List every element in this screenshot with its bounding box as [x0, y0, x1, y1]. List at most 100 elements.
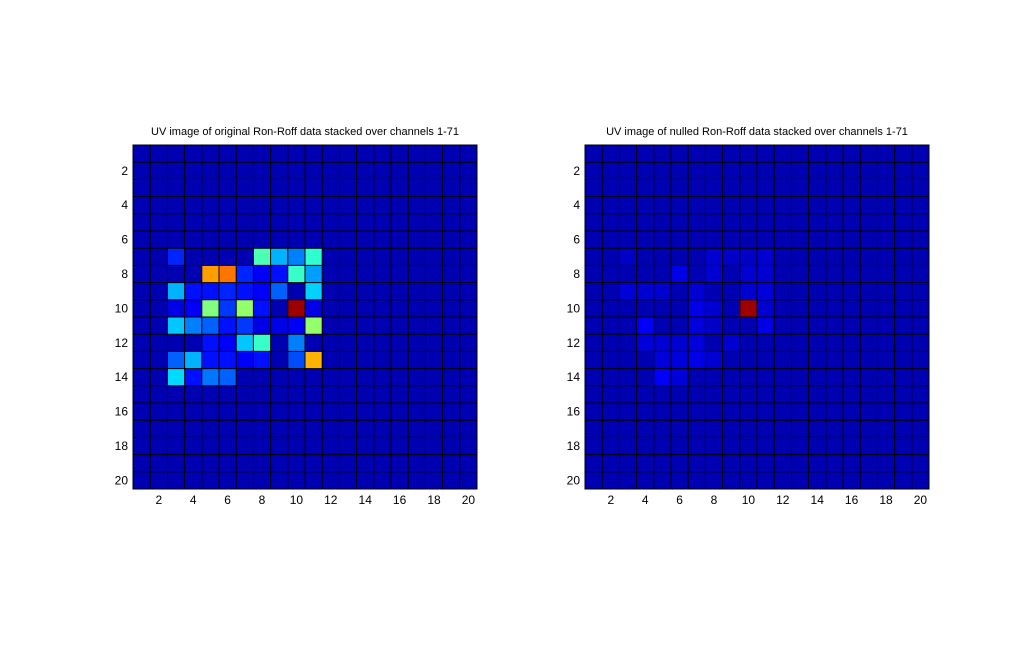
heatmap-cell [287, 299, 305, 317]
heatmap-cell [653, 282, 671, 300]
heatmap-cell [201, 368, 219, 386]
y-tick-label: 8 [121, 267, 128, 281]
heatmap-cell [219, 351, 237, 369]
heatmap-cell [688, 299, 706, 317]
x-tick-label: 10 [290, 493, 304, 507]
x-tick-label: 8 [259, 493, 266, 507]
x-tick-label: 4 [642, 493, 649, 507]
heatmap-cell [201, 282, 219, 300]
y-tick-label: 10 [567, 301, 581, 315]
y-tick-label: 14 [115, 370, 129, 384]
y-tick-label: 2 [573, 164, 580, 178]
heatmap-cell [722, 334, 740, 352]
y-tick-label: 18 [115, 439, 129, 453]
heatmap-cell [705, 351, 723, 369]
heatmap-cell [201, 299, 219, 317]
y-tick-label: 6 [573, 233, 580, 247]
x-tick-label: 16 [393, 493, 407, 507]
heatmap-cell [236, 265, 254, 283]
x-tick-label: 2 [607, 493, 614, 507]
heatmap-cell [287, 334, 305, 352]
heatmap-cell [236, 317, 254, 335]
heatmap-cell [636, 282, 654, 300]
heatmap-cell [184, 351, 202, 369]
y-tick-label: 20 [115, 473, 129, 487]
y-tick-label: 18 [567, 439, 581, 453]
heatmap-cell [236, 282, 254, 300]
x-tick-label: 6 [676, 493, 683, 507]
heatmap-cell [270, 282, 288, 300]
heatmap-cell [636, 317, 654, 335]
heatmap-cell [757, 282, 775, 300]
heatmap-cell [739, 248, 757, 266]
heatmap-cell [757, 317, 775, 335]
heatmap-cell [167, 299, 185, 317]
x-tick-label: 20 [914, 493, 928, 507]
heatmap-cell [167, 317, 185, 335]
x-tick-label: 18 [879, 493, 893, 507]
y-tick-label: 10 [115, 301, 129, 315]
heatmap-cell [253, 351, 271, 369]
heatmap-cell [705, 248, 723, 266]
heatmap-cell [219, 299, 237, 317]
x-tick-label: 14 [359, 493, 373, 507]
x-tick-label: 12 [776, 493, 790, 507]
heatmap-cell [253, 299, 271, 317]
heatmap-cell [619, 248, 637, 266]
heatmap-cell [287, 265, 305, 283]
heatmap-cell [219, 334, 237, 352]
x-tick-label: 6 [224, 493, 231, 507]
heatmap-cell [253, 334, 271, 352]
heatmap-cell [653, 334, 671, 352]
heatmap-cell [653, 351, 671, 369]
heatmap-cell [653, 368, 671, 386]
heatmap-cell [757, 248, 775, 266]
heatmap-cell [739, 282, 757, 300]
y-tick-label: 16 [567, 405, 581, 419]
heatmap-cell [287, 351, 305, 369]
heatmap-cell [219, 265, 237, 283]
heatmap-cell [739, 265, 757, 283]
heatmap-cell [705, 265, 723, 283]
heatmap-cell [167, 282, 185, 300]
heatmap-cell [671, 265, 689, 283]
y-tick-label: 4 [573, 198, 580, 212]
x-tick-label: 12 [324, 493, 338, 507]
axes-frame [584, 144, 930, 490]
heatmap-cell [270, 317, 288, 335]
heatmap-cell [671, 351, 689, 369]
heatmap-cell [270, 265, 288, 283]
left-heatmap: 2 4 6 8 10 12 14 16 18 20 2 4 6 8 10 12 14 16 18 20 UV image… [115, 126, 478, 507]
heatmap-cell [236, 299, 254, 317]
heatmap-cell [688, 351, 706, 369]
x-tick-label: 4 [190, 493, 197, 507]
heatmap-cell [287, 317, 305, 335]
heatmap-cell [688, 282, 706, 300]
heatmap-cell [201, 351, 219, 369]
heatmap-cell [305, 317, 323, 335]
heatmap-cell [167, 248, 185, 266]
heatmap-cell [236, 351, 254, 369]
heatmap-cell [184, 282, 202, 300]
y-tick-label: 20 [567, 473, 581, 487]
heatmap-cell [619, 282, 637, 300]
heatmap-cell [688, 317, 706, 335]
heatmap-cell [253, 265, 271, 283]
heatmap-cell [201, 317, 219, 335]
y-tick-label: 6 [121, 233, 128, 247]
heatmap-cell [201, 265, 219, 283]
heatmap-cell [270, 248, 288, 266]
heatmap-cell [305, 299, 323, 317]
x-tick-label: 14 [811, 493, 825, 507]
heatmap-cell [253, 248, 271, 266]
y-tick-label: 12 [115, 336, 129, 350]
heatmap-cell [739, 299, 757, 317]
heatmap-cell [705, 317, 723, 335]
y-tick-label: 8 [573, 267, 580, 281]
x-tick-label: 16 [845, 493, 859, 507]
heatmap-cell [305, 282, 323, 300]
heatmap-cell [253, 282, 271, 300]
heatmap-cell [184, 317, 202, 335]
y-tick-label: 16 [115, 405, 129, 419]
